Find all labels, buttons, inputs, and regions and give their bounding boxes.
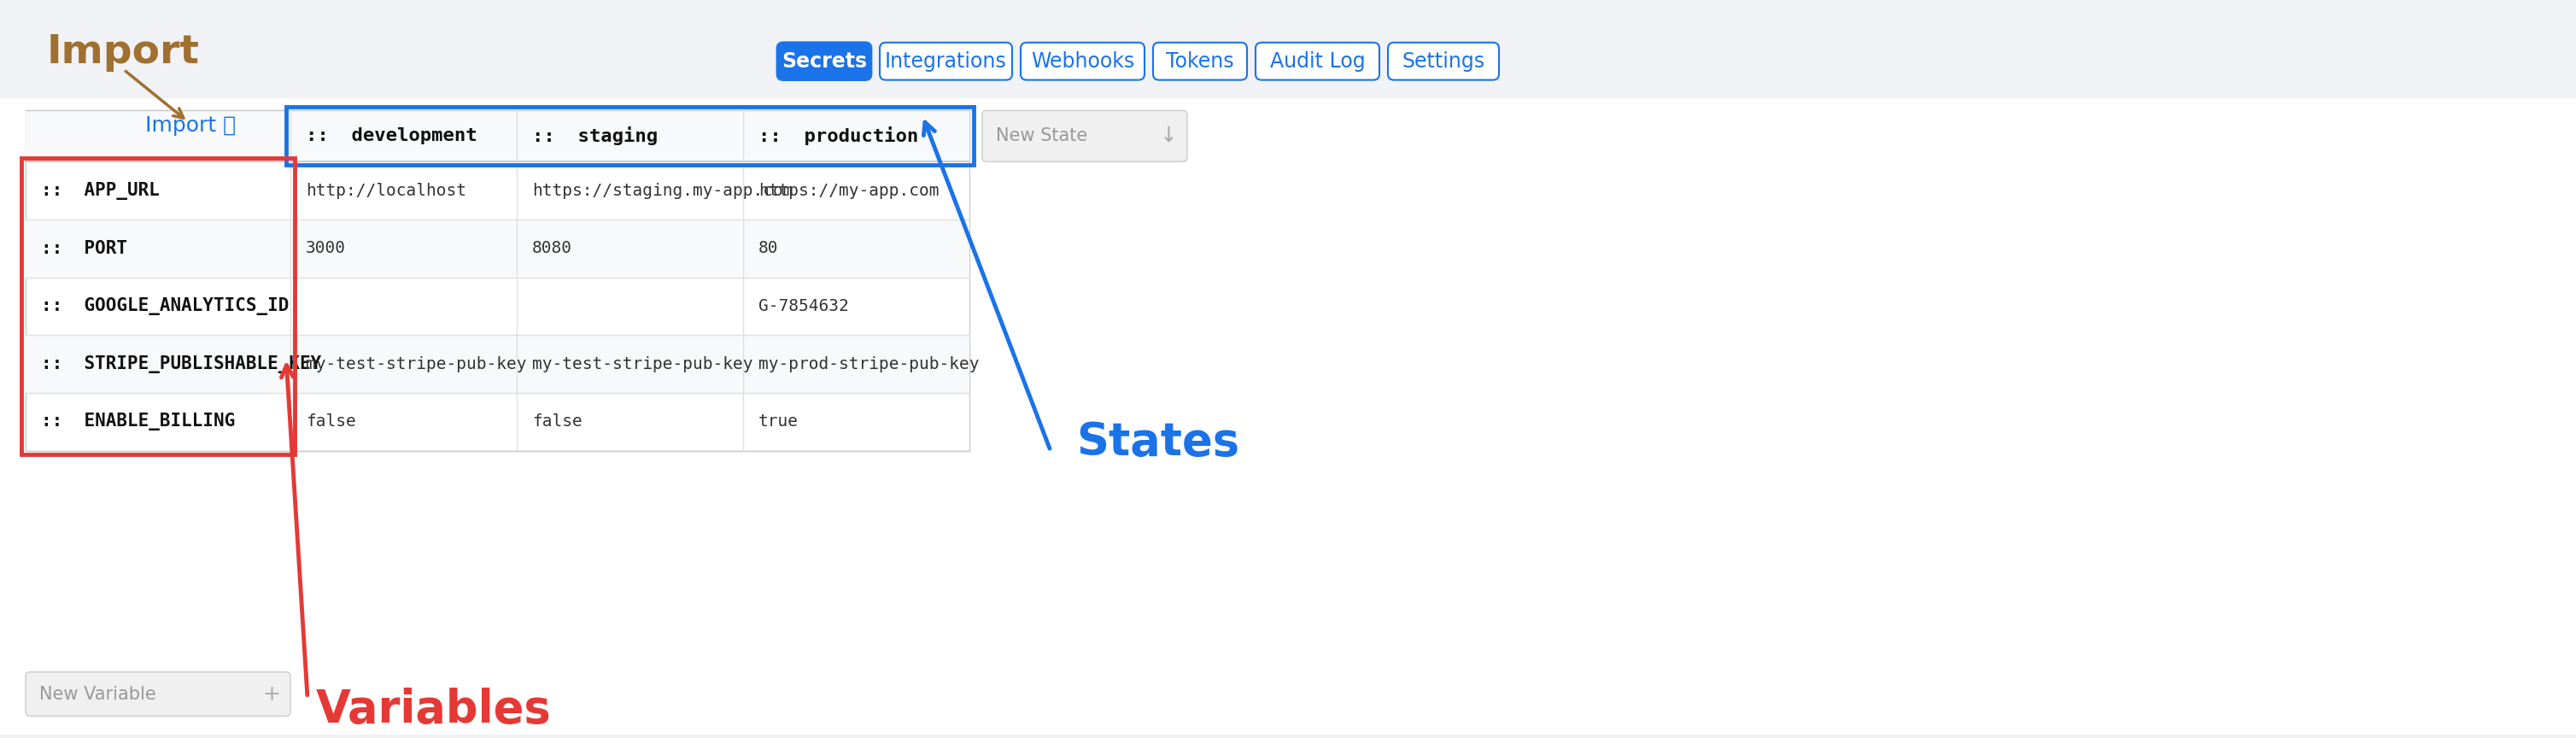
Text: Audit Log: Audit Log [1270, 51, 1365, 72]
Text: my-prod-stripe-pub-key: my-prod-stripe-pub-key [757, 356, 979, 372]
Text: true: true [757, 414, 799, 430]
Bar [286, 107, 974, 165]
Text: ::  APP_URL: :: APP_URL [41, 182, 160, 199]
Text: ::  STRIPE_PUBLISHABLE_KEY: :: STRIPE_PUBLISHABLE_KEY [41, 355, 322, 373]
Text: 8080: 8080 [533, 241, 572, 257]
FancyBboxPatch shape [981, 111, 1188, 162]
Text: ::  ENABLE_BILLING: :: ENABLE_BILLING [41, 413, 234, 431]
Text: Integrations: Integrations [886, 51, 1007, 72]
FancyBboxPatch shape [778, 43, 871, 80]
Text: my-test-stripe-pub-key: my-test-stripe-pub-key [307, 356, 526, 372]
Text: New State: New State [997, 128, 1087, 145]
Text: New Variable: New Variable [39, 686, 157, 703]
Bar [26, 219, 969, 277]
Text: Import: Import [46, 33, 201, 72]
Text: ::  development: :: development [307, 128, 477, 145]
Text: http://localhost: http://localhost [307, 182, 466, 199]
FancyBboxPatch shape [1388, 43, 1499, 80]
Text: false: false [533, 414, 582, 430]
Text: ::  PORT: :: PORT [41, 240, 126, 257]
FancyBboxPatch shape [1020, 43, 1144, 80]
Text: false: false [307, 414, 355, 430]
Text: Settings: Settings [1401, 51, 1484, 72]
Bar [0, 98, 2576, 735]
Text: Variables: Variables [317, 688, 551, 732]
FancyBboxPatch shape [1255, 43, 1378, 80]
Text: ↓: ↓ [1159, 126, 1177, 146]
Text: G-7854632: G-7854632 [757, 298, 848, 314]
Text: https://staging.my-app.com: https://staging.my-app.com [533, 182, 793, 199]
Text: 3000: 3000 [307, 241, 345, 257]
Text: Webhooks: Webhooks [1030, 51, 1133, 72]
Text: my-test-stripe-pub-key: my-test-stripe-pub-key [533, 356, 752, 372]
FancyBboxPatch shape [1154, 43, 1247, 80]
Text: https://my-app.com: https://my-app.com [757, 182, 940, 199]
Bar [26, 111, 969, 451]
Text: 80: 80 [757, 241, 778, 257]
Text: Secrets: Secrets [781, 51, 868, 72]
Bar [26, 111, 969, 162]
Bar [26, 335, 969, 393]
FancyBboxPatch shape [881, 43, 1012, 80]
Text: ::  production: :: production [757, 127, 920, 145]
Text: States: States [1077, 420, 1239, 464]
FancyBboxPatch shape [26, 672, 291, 716]
Bar [21, 158, 294, 454]
Bar [26, 111, 291, 162]
Text: Import 📥: Import 📥 [144, 116, 237, 136]
Text: Tokens: Tokens [1167, 51, 1234, 72]
Text: +: + [263, 684, 281, 704]
Text: ::  GOOGLE_ANALYTICS_ID: :: GOOGLE_ANALYTICS_ID [41, 297, 289, 315]
Text: ::  staging: :: staging [533, 127, 657, 145]
